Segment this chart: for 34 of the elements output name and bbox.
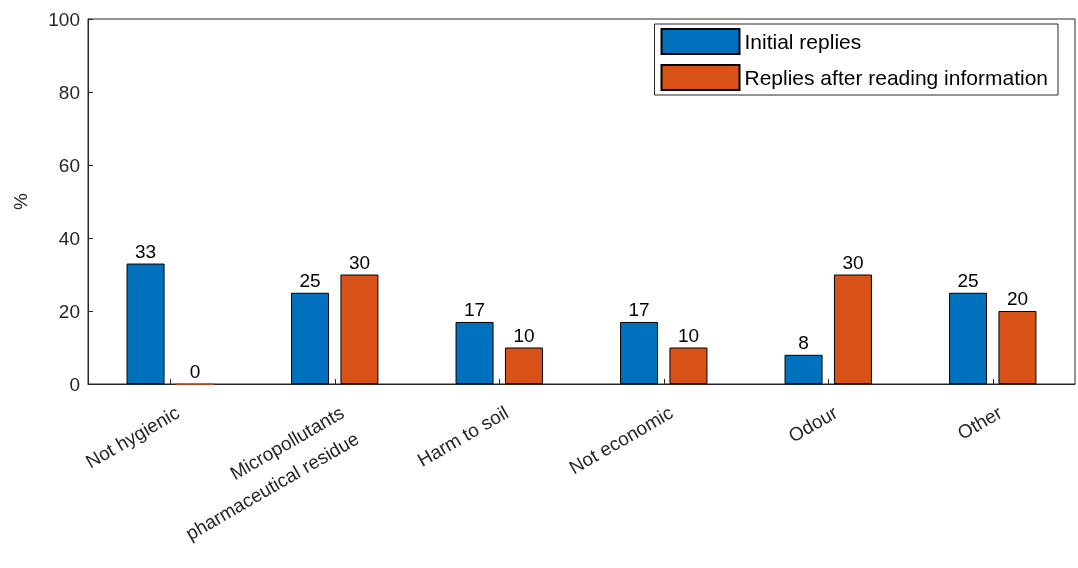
bar — [784, 354, 823, 384]
x-tick-label: Harm to soil — [413, 401, 512, 471]
data-label: 33 — [134, 240, 157, 262]
y-tick-label: 0 — [69, 373, 80, 395]
data-label: 17 — [628, 298, 650, 320]
data-label: 30 — [348, 251, 371, 273]
legend-label: Replies after reading information — [744, 66, 1048, 89]
bar — [833, 274, 872, 384]
data-label: 10 — [677, 324, 700, 346]
legend-label: Initial replies — [744, 30, 862, 53]
data-label: 25 — [957, 269, 979, 291]
bar — [504, 347, 543, 384]
bar — [340, 274, 379, 384]
bar — [126, 263, 165, 384]
bar — [998, 311, 1037, 384]
data-label: 10 — [513, 324, 535, 346]
bar — [455, 321, 494, 384]
bar — [620, 321, 659, 384]
y-axis-title: % — [10, 192, 31, 210]
x-tick-label: Other — [953, 401, 1006, 444]
y-tick-label: 40 — [58, 227, 80, 249]
data-label: 25 — [299, 269, 321, 291]
data-label: 0 — [189, 360, 201, 382]
data-label: 30 — [842, 251, 864, 273]
bar — [669, 347, 708, 384]
y-tick-label: 100 — [48, 8, 80, 30]
data-label: 17 — [463, 298, 486, 320]
data-label: 8 — [798, 331, 809, 353]
y-tick-label: 20 — [58, 300, 80, 322]
bar — [291, 292, 330, 384]
y-tick-label: 80 — [58, 81, 80, 103]
bar — [949, 292, 988, 384]
y-tick-label: 60 — [58, 154, 80, 176]
data-label: 20 — [1006, 288, 1029, 309]
